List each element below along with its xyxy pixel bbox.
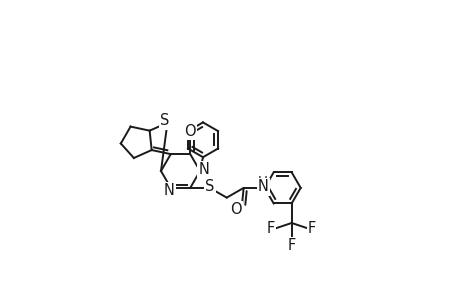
- Text: S: S: [205, 179, 214, 194]
- Text: H: H: [257, 176, 268, 188]
- Text: S: S: [160, 113, 169, 128]
- Text: F: F: [308, 221, 316, 236]
- Text: N: N: [257, 179, 268, 194]
- Text: O: O: [184, 124, 196, 139]
- Text: O: O: [230, 202, 241, 217]
- Text: N: N: [198, 162, 208, 177]
- Text: F: F: [266, 221, 274, 236]
- Text: F: F: [287, 238, 295, 253]
- Text: N: N: [163, 183, 174, 198]
